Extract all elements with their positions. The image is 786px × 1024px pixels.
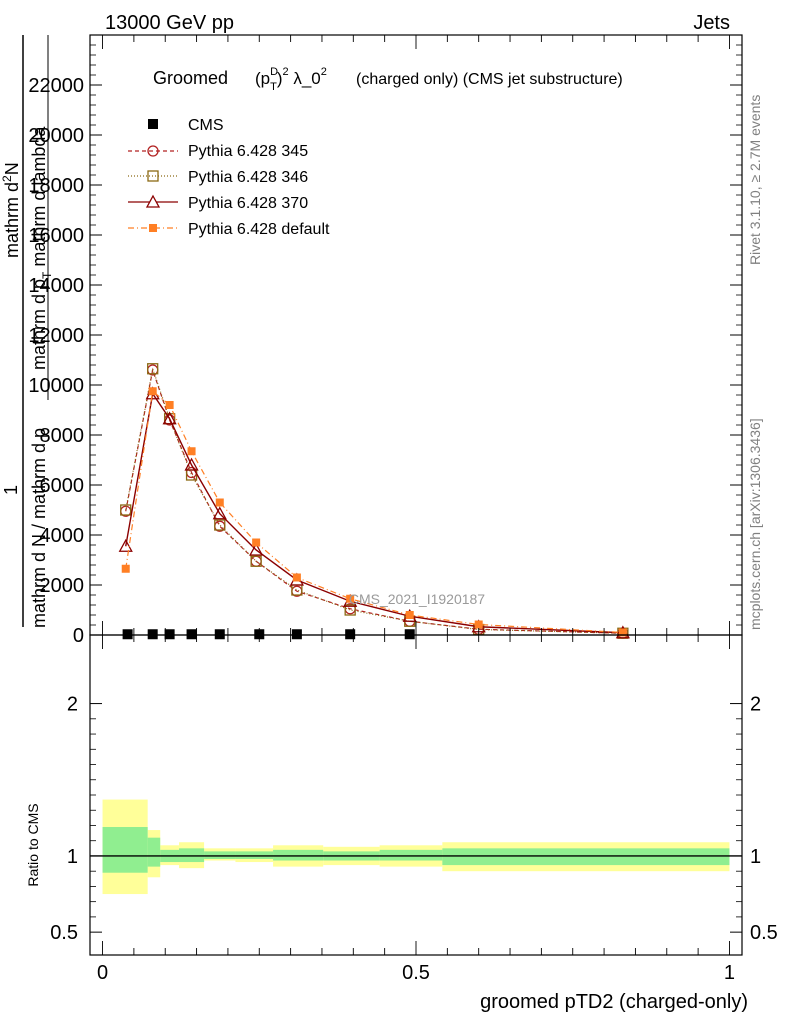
ratio-band-inner-1 bbox=[147, 837, 161, 867]
main-ytick-label-1: 2000 bbox=[40, 575, 85, 597]
main-ytick-label-6: 12000 bbox=[28, 325, 84, 347]
ratio-uncertainty-bands bbox=[90, 799, 742, 895]
cms-data-point-7 bbox=[345, 629, 356, 640]
series-3-point-5 bbox=[252, 538, 261, 547]
watermark: CMS_2021_I1920187 bbox=[349, 591, 485, 607]
ratio-ytick-label-right-2: 2 bbox=[750, 694, 761, 716]
legend-label-default: Pythia 6.428 default bbox=[188, 221, 330, 238]
series-3-point-10 bbox=[618, 628, 627, 637]
series-3-point-4 bbox=[215, 498, 224, 507]
legend-marker-345 bbox=[147, 145, 159, 157]
title-prefix: Groomed bbox=[153, 68, 228, 88]
ratio-ytick-label-left-2: 2 bbox=[67, 694, 78, 716]
series-1-point-4 bbox=[214, 519, 226, 531]
cms-data-point-0 bbox=[122, 629, 133, 640]
series-2-point-0 bbox=[118, 538, 133, 552]
ratio-ytick-label-left-0: 0.5 bbox=[50, 922, 78, 944]
axes-group: 0 2000 4000 6000 8000 10000 12000 14000 16000 180… bbox=[28, 34, 778, 984]
cms-data-point-4 bbox=[214, 629, 225, 640]
series-2-point-4 bbox=[212, 506, 227, 520]
y-label-numerator: mathrm d2N bbox=[0, 162, 22, 258]
ratio-band-inner-4 bbox=[204, 851, 236, 859]
ratio-xtick-label-2: 1 bbox=[724, 962, 735, 984]
ratio-band-inner-9 bbox=[442, 848, 730, 866]
series-1-point-1 bbox=[147, 363, 159, 375]
ratio-xtick-label-1: 0.5 bbox=[402, 962, 430, 984]
ratio-band-inner-0 bbox=[102, 827, 148, 873]
series-3-point-8 bbox=[405, 611, 414, 619]
y-label-one: 1 bbox=[1, 485, 21, 495]
legend-marker-default bbox=[149, 224, 157, 232]
side-label-mcplots: mcplots.cern.ch [arXiv:1306.3436] bbox=[747, 418, 763, 630]
series-3-point-3 bbox=[187, 447, 196, 456]
series-3-point-6 bbox=[292, 573, 301, 582]
main-ytick-label-7: 14000 bbox=[28, 275, 84, 297]
series-3-point-9 bbox=[474, 620, 483, 629]
main-ytick-label-8: 16000 bbox=[28, 225, 84, 247]
cms-data-point-6 bbox=[291, 629, 302, 640]
series-2-point-3 bbox=[184, 457, 199, 471]
main-ytick-label-4: 8000 bbox=[40, 425, 85, 447]
y-label-frac-bottom: mathrm d N / mathrm d p bbox=[29, 428, 49, 628]
series-2-point-5 bbox=[249, 542, 264, 556]
main-ytick-label-3: 6000 bbox=[40, 475, 85, 497]
legend-marker-cms bbox=[148, 119, 158, 129]
ratio-ytick-label-right-1: 1 bbox=[750, 846, 761, 868]
ratio-ytick-label-left-1: 1 bbox=[67, 846, 78, 868]
legend-marker-370 bbox=[145, 194, 161, 208]
series-line-2 bbox=[125, 391, 623, 634]
chart-title: Groomed (pD T)2 λ_02 (charged only) (CMS … bbox=[153, 66, 623, 93]
cms-data-point-8 bbox=[404, 629, 415, 640]
cms-data-point-3 bbox=[186, 629, 197, 640]
legend-label-346: Pythia 6.428 346 bbox=[188, 169, 308, 186]
x-axis-label: groomed pTD2 (charged-only) bbox=[480, 991, 748, 1013]
cms-data-point-1 bbox=[147, 629, 158, 640]
series-1-point-5 bbox=[250, 555, 262, 567]
legend-label-345: Pythia 6.428 345 bbox=[188, 143, 308, 160]
title-formula: (pD T)2 λ_02 bbox=[255, 66, 327, 93]
ratio-band-inner-5 bbox=[235, 851, 274, 859]
main-ytick-label-9: 18000 bbox=[28, 175, 84, 197]
cms-data-point-2 bbox=[164, 629, 175, 640]
main-ytick-label-0: 0 bbox=[73, 625, 84, 647]
ratio-y-label: Ratio to CMS bbox=[25, 803, 41, 886]
header-right: Jets bbox=[693, 12, 730, 34]
side-label-rivet: Rivet 3.1.10, ≥ 2.7M events bbox=[747, 95, 763, 265]
main-ytick-label-2: 4000 bbox=[40, 525, 85, 547]
main-ytick-label-11: 22000 bbox=[28, 75, 84, 97]
ratio-band-inner-6 bbox=[273, 849, 324, 861]
main-series-group bbox=[118, 363, 630, 640]
ratio-band-inner-8 bbox=[379, 849, 443, 861]
ratio-frame bbox=[89, 634, 743, 956]
series-3-point-0 bbox=[121, 564, 130, 573]
series-3-point-7 bbox=[346, 594, 355, 603]
legend-marker-346 bbox=[147, 170, 159, 182]
series-3-point-1 bbox=[148, 387, 157, 396]
title-suffix: (charged only) (CMS jet substructure) bbox=[356, 71, 623, 88]
ratio-ytick-label-right-0: 0.5 bbox=[750, 922, 778, 944]
series-1-point-0 bbox=[120, 504, 132, 516]
main-y-label: 1 mathrm d N / mathrm d p mathrm d2N mat… bbox=[0, 35, 54, 628]
legend: CMS Pythia 6.428 345 Pythia 6.428 346 Py… bbox=[128, 117, 330, 238]
series-3-point-2 bbox=[165, 401, 174, 409]
header-left: 13000 GeV pp bbox=[105, 12, 234, 34]
series-1-point-7 bbox=[344, 604, 356, 616]
ratio-xtick-label-0: 0 bbox=[97, 962, 108, 984]
legend-label-370: Pythia 6.428 370 bbox=[188, 195, 308, 212]
main-ytick-label-5: 10000 bbox=[28, 375, 84, 397]
main-ytick-label-10: 20000 bbox=[28, 125, 84, 147]
legend-label-cms: CMS bbox=[188, 117, 224, 134]
series-2-point-2 bbox=[162, 411, 177, 425]
ratio-band-inner-3 bbox=[179, 848, 205, 863]
